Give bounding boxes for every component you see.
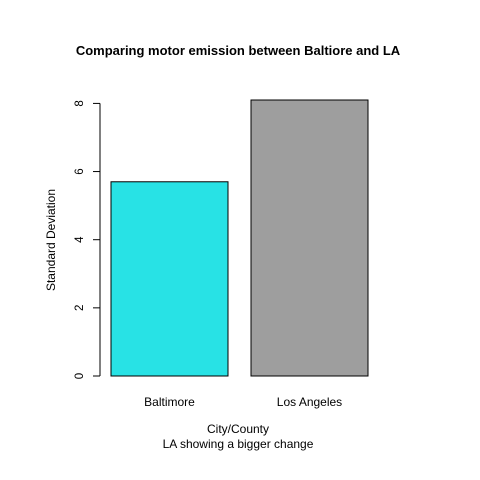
chart-subtitle: LA showing a bigger change [163, 437, 314, 451]
y-tick-label: 8 [74, 100, 86, 106]
bar-los-angeles [250, 99, 369, 377]
x-category-label: Baltimore [144, 395, 195, 409]
y-tick-label: 0 [74, 373, 86, 379]
y-axis-label: Standard Deviation [44, 189, 58, 291]
chart-title: Comparing motor emission between Baltior… [76, 43, 401, 58]
y-tick-label: 6 [74, 168, 86, 174]
y-tick-label: 4 [74, 236, 86, 243]
y-axis: 0 2 4 6 8 [74, 100, 101, 379]
y-tick-label: 2 [74, 305, 86, 311]
x-category-labels: Baltimore Los Angeles [144, 395, 342, 409]
bars-group [110, 99, 369, 377]
x-axis-label: City/County [207, 422, 269, 436]
bar-baltimore [110, 181, 229, 377]
x-category-label: Los Angeles [277, 395, 342, 409]
